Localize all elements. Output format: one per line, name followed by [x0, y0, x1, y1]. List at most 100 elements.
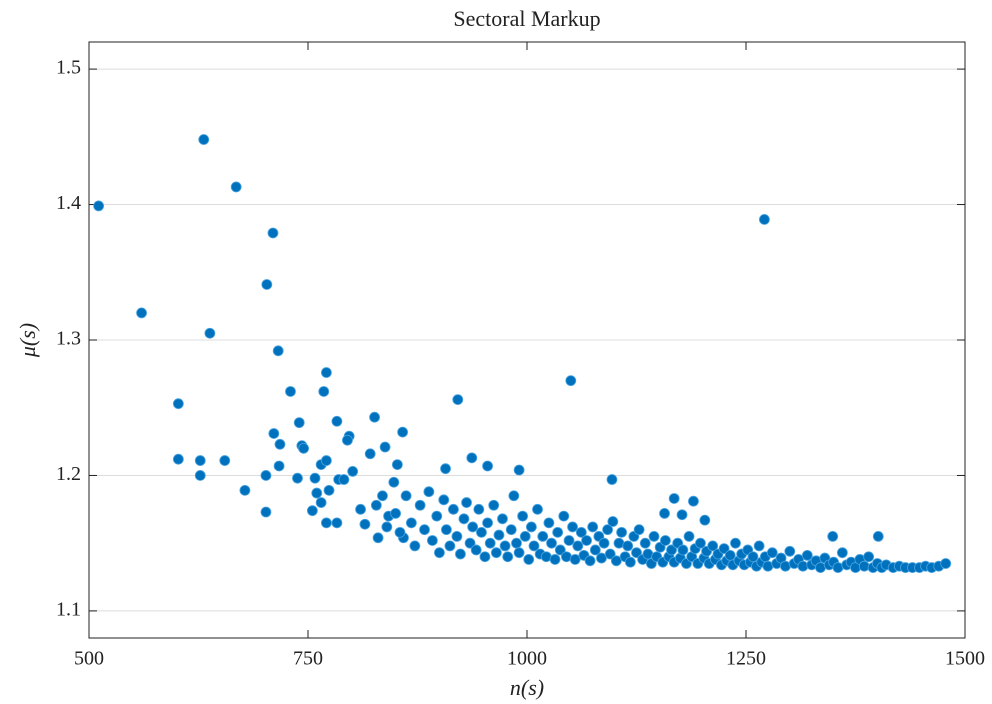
- point: [940, 558, 952, 569]
- point: [476, 526, 487, 538]
- point: [683, 531, 695, 542]
- y-axis-label: μ(s): [15, 323, 40, 358]
- point: [306, 505, 318, 517]
- y-tick-label: 1.5: [56, 57, 81, 79]
- point: [370, 499, 382, 511]
- point: [359, 518, 371, 530]
- point: [285, 386, 296, 397]
- point: [584, 555, 596, 567]
- plot-frame: [88, 41, 966, 639]
- point: [622, 540, 634, 552]
- point: [753, 540, 765, 552]
- point: [419, 524, 430, 536]
- point: [451, 531, 463, 542]
- point: [724, 549, 736, 561]
- point: [648, 531, 660, 542]
- point: [391, 459, 403, 471]
- point: [377, 490, 388, 502]
- point: [493, 529, 505, 541]
- point: [688, 495, 699, 507]
- point: [587, 521, 599, 533]
- point: [388, 476, 400, 488]
- point: [311, 487, 323, 499]
- point: [272, 345, 284, 357]
- y-tick-label: 1.4: [56, 192, 81, 214]
- point: [616, 526, 628, 538]
- point: [513, 464, 525, 476]
- point: [433, 547, 445, 559]
- point: [695, 537, 706, 549]
- point: [607, 516, 619, 527]
- point: [784, 545, 796, 557]
- point: [479, 551, 491, 563]
- point: [414, 499, 426, 511]
- point: [405, 517, 417, 529]
- point: [659, 507, 670, 519]
- point: [172, 453, 184, 465]
- point: [639, 537, 651, 549]
- point: [364, 448, 376, 460]
- point: [331, 415, 343, 427]
- y-tick-label: 1.3: [56, 328, 81, 350]
- point: [381, 521, 393, 533]
- point: [467, 521, 479, 533]
- point: [602, 524, 613, 536]
- x-tick-label: 500: [74, 648, 104, 670]
- point: [490, 547, 502, 559]
- point: [523, 554, 535, 565]
- point: [423, 486, 435, 498]
- point: [470, 544, 482, 556]
- point: [718, 543, 730, 554]
- point: [543, 517, 555, 529]
- point: [320, 517, 332, 529]
- point: [497, 513, 508, 525]
- point: [572, 540, 584, 552]
- point: [466, 452, 478, 464]
- point: [676, 509, 688, 521]
- point: [315, 497, 327, 508]
- point: [666, 544, 677, 556]
- point: [519, 531, 531, 542]
- point: [292, 472, 303, 484]
- point: [546, 537, 557, 549]
- point: [390, 507, 402, 519]
- point: [394, 526, 406, 538]
- point: [575, 526, 587, 538]
- point: [668, 493, 680, 504]
- point: [554, 544, 566, 556]
- point: [581, 535, 592, 546]
- point: [194, 470, 206, 481]
- point: [219, 455, 231, 466]
- point: [379, 441, 391, 453]
- point: [230, 181, 242, 193]
- point: [565, 375, 577, 387]
- point: [552, 526, 564, 538]
- point: [461, 497, 472, 508]
- point: [338, 474, 350, 485]
- point: [355, 503, 366, 515]
- point: [797, 560, 809, 572]
- point: [525, 521, 537, 533]
- point: [537, 531, 549, 542]
- point: [369, 411, 380, 423]
- point: [624, 556, 636, 568]
- point: [766, 547, 778, 559]
- point: [347, 465, 359, 477]
- point: [758, 214, 770, 225]
- point: [730, 537, 741, 549]
- x-tick-label: 750: [293, 648, 323, 670]
- point: [260, 506, 272, 518]
- point: [320, 367, 332, 378]
- point: [604, 548, 616, 560]
- point: [318, 386, 330, 397]
- point: [801, 549, 813, 561]
- point: [747, 551, 759, 563]
- point: [440, 463, 451, 475]
- point: [438, 494, 450, 506]
- point: [482, 460, 493, 472]
- point: [194, 455, 206, 466]
- point: [93, 200, 105, 212]
- chart-title: Sectoral Markup: [453, 6, 600, 31]
- point: [320, 455, 332, 466]
